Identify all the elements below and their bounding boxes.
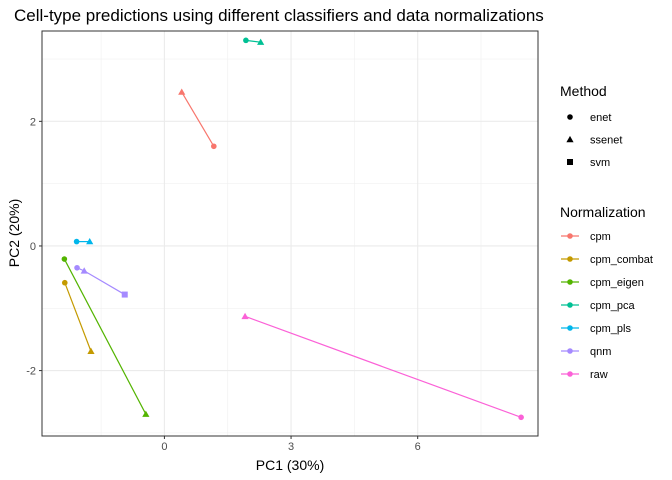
chart-title: Cell-type predictions using different cl… [14, 6, 544, 25]
method-legend: Method enet ssenet svm [560, 83, 622, 169]
point-cpm_combat-ssenet [87, 347, 95, 354]
point-qnm-svm [121, 291, 128, 298]
point-qnm-enet [74, 264, 80, 271]
series-line-cpm_combat [64, 282, 92, 352]
legend-key-svm [567, 159, 573, 165]
legend-key-ssenet [566, 135, 574, 143]
legend-key-cpm_pca [567, 302, 573, 308]
point-qnm-ssenet [80, 267, 88, 274]
series-line-raw [244, 315, 522, 418]
legend-key-qnm [567, 348, 573, 354]
point-cpm_combat-enet [61, 279, 68, 286]
legend-label-cpm: cpm [590, 231, 611, 243]
legend-key-cpm_combat [567, 256, 573, 262]
plot-border [41, 30, 539, 437]
point-raw-ssenet [241, 312, 249, 320]
series-line-cpm_eigen [63, 258, 147, 415]
legend-label-cpm_combat: cpm_combat [590, 254, 653, 266]
legend-key-cpm [567, 233, 573, 239]
legend-label-qnm: qnm [590, 346, 611, 358]
legend-key-raw [567, 371, 573, 377]
legend-key-cpm_pls [567, 325, 573, 331]
point-cpm-ssenet [178, 88, 186, 95]
x-tick-label: 3 [288, 441, 294, 453]
y-tick-label: -2 [26, 366, 36, 378]
point-cpm_eigen-enet [61, 256, 68, 262]
legend-label-cpm_eigen: cpm_eigen [590, 277, 644, 289]
x-tick-label: 0 [161, 441, 167, 453]
y-axis: -2 0 2 [26, 116, 42, 378]
x-axis-title: PC1 (30%) [256, 457, 324, 473]
point-cpm_pca-enet [243, 37, 249, 44]
legend-label-ssenet: ssenet [590, 135, 622, 147]
x-tick-label: 6 [415, 441, 421, 453]
series-lines [63, 39, 522, 418]
method-legend-title: Method [560, 83, 607, 99]
legend-key-cpm_eigen [567, 279, 573, 285]
y-tick-label: 2 [30, 116, 36, 128]
legend-label-enet: enet [590, 112, 611, 124]
legend-label-raw: raw [590, 369, 608, 381]
x-axis: 0 3 6 [161, 436, 421, 453]
y-tick-label: 0 [30, 241, 36, 253]
series-line-cpm [181, 91, 215, 147]
grid-lines [42, 31, 538, 436]
legend-key-enet [567, 114, 573, 120]
point-cpm_eigen-ssenet [142, 410, 150, 417]
y-axis-title: PC2 (20%) [6, 199, 22, 267]
point-raw-enet [518, 414, 524, 421]
plot-background [42, 31, 538, 436]
point-cpm_pls-enet [73, 238, 80, 245]
data-points [61, 37, 524, 421]
point-cpm_pls-ssenet [86, 238, 94, 245]
normalization-legend: Normalization cpm cpm_combat cpm_eigen cpm_… [560, 204, 653, 381]
legend-label-svm: svm [590, 157, 610, 169]
legend-label-cpm_pls: cpm_pls [590, 323, 631, 335]
plot-panel [41, 30, 539, 437]
normalization-legend-title: Normalization [560, 204, 646, 220]
point-cpm-enet [211, 143, 217, 150]
legend-label-cpm_pca: cpm_pca [590, 300, 636, 312]
point-cpm_pca-ssenet [257, 38, 265, 45]
